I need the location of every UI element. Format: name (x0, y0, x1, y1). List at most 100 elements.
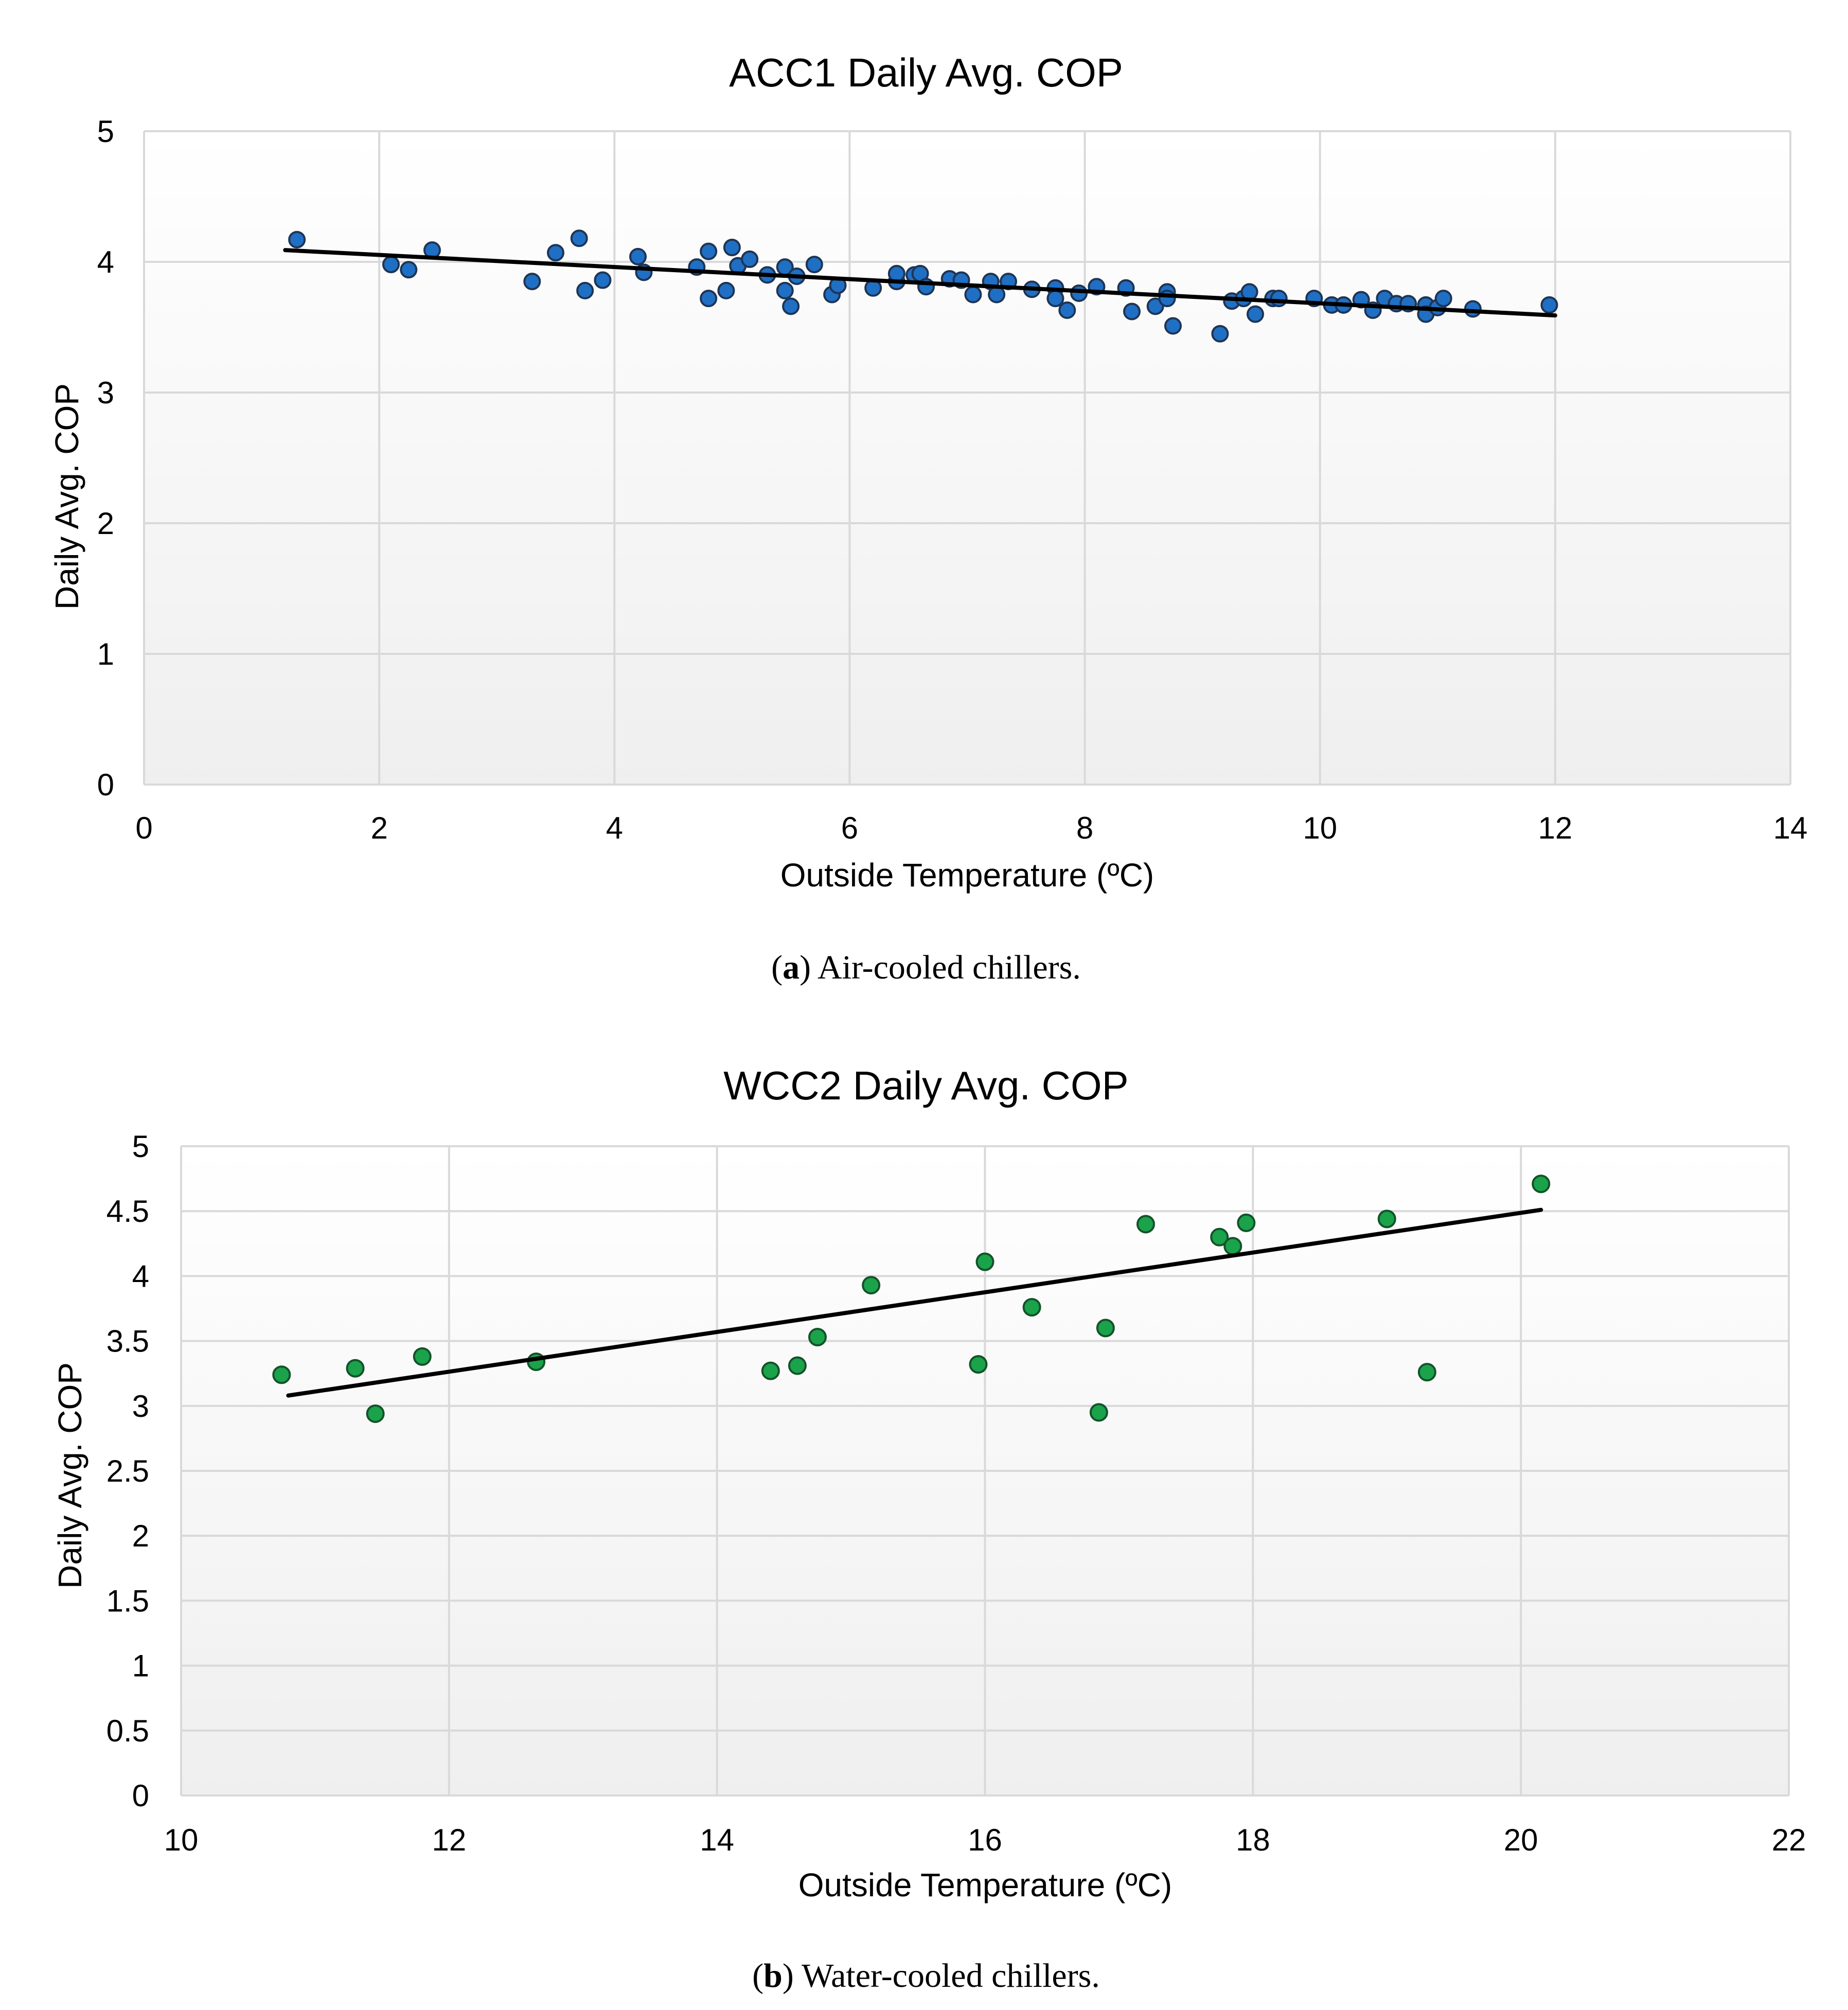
data-point (700, 242, 718, 260)
data-point (1146, 297, 1164, 315)
data-point (862, 1276, 881, 1295)
data-point (776, 281, 794, 299)
data-point (1164, 317, 1182, 335)
x-axis-label: Outside Temperature (ºC) (798, 1866, 1172, 1904)
data-point (547, 244, 564, 262)
x-tick-label: 12 (1538, 811, 1572, 845)
x-tick-labels: 10 12 14 16 18 20 22 (164, 1823, 1806, 1857)
data-point (1096, 1319, 1115, 1338)
y-axis-label: Daily Avg. COP (51, 1362, 88, 1589)
x-tick-label: 4 (606, 811, 623, 845)
data-point (288, 230, 306, 248)
data-point (975, 1252, 994, 1271)
y-tick-label: 2 (132, 1519, 149, 1553)
y-tick-labels: 0 1 2 3 4 5 (97, 114, 114, 802)
y-tick-label: 3 (97, 376, 114, 410)
data-point (1158, 290, 1176, 308)
caption-b: (b) Water-cooled chillers. (752, 1957, 1100, 1995)
plot-area (144, 131, 1790, 785)
data-point (761, 1361, 780, 1380)
caption-open: ( (752, 1957, 763, 1995)
y-tick-label: 5 (97, 114, 114, 149)
y-tick-label: 1.5 (106, 1584, 149, 1618)
data-point (1089, 1403, 1108, 1422)
y-tick-label: 4.5 (106, 1194, 149, 1229)
x-tick-label: 14 (700, 1823, 734, 1857)
x-tick-labels: 0 2 4 6 8 10 12 14 (135, 811, 1807, 845)
y-tick-label: 3 (132, 1389, 149, 1424)
data-point (700, 290, 718, 308)
data-point (346, 1359, 365, 1378)
chart-title: WCC2 Daily Avg. COP (723, 1063, 1128, 1108)
data-point (1210, 1228, 1229, 1247)
x-tick-label: 10 (164, 1823, 199, 1857)
caption-letter: a (783, 949, 799, 986)
y-tick-label: 0.5 (106, 1714, 149, 1748)
x-tick-label: 14 (1773, 811, 1808, 845)
x-tick-label: 8 (1076, 811, 1093, 845)
data-point (272, 1365, 291, 1384)
data-point (1417, 1363, 1436, 1382)
y-tick-label: 2 (97, 506, 114, 541)
x-tick-label: 2 (370, 811, 387, 845)
data-point (1247, 305, 1264, 323)
data-point (523, 273, 541, 291)
x-axis-label: Outside Temperature (ºC) (780, 857, 1154, 894)
y-axis-label: Daily Avg. COP (48, 383, 85, 610)
chart-wcc2: WCC2 Daily Avg. COP 0 0.5 1 1.5 2 2.5 3 3.5 4 4.5… (51, 1063, 1806, 1904)
data-point (366, 1404, 385, 1423)
y-tick-label: 0 (132, 1778, 149, 1813)
gridlines (143, 130, 1791, 786)
data-point (782, 297, 800, 315)
data-point (887, 264, 905, 282)
data-point (1123, 303, 1141, 321)
trendline-group (283, 248, 1557, 318)
caption-letter: b (763, 1957, 783, 1995)
data-point (805, 256, 823, 274)
x-tick-label: 22 (1772, 1823, 1806, 1857)
data-point (964, 286, 982, 304)
data-point (808, 1328, 827, 1347)
trendline-group (286, 1207, 1543, 1398)
caption-text: Air-cooled chillers. (811, 949, 1081, 986)
data-point (788, 1356, 807, 1375)
data-point (382, 256, 400, 274)
y-tick-label: 4 (132, 1259, 149, 1293)
caption-a: (a) Air-cooled chillers. (771, 949, 1081, 986)
data-point (1136, 1215, 1155, 1234)
data-point (1240, 283, 1258, 301)
data-point (400, 261, 418, 279)
caption-close: ) (783, 1957, 794, 1995)
data-point (629, 247, 647, 265)
trendline (286, 1207, 1543, 1398)
data-point (1237, 1213, 1256, 1232)
data-point (413, 1347, 432, 1366)
x-tick-label: 0 (135, 811, 152, 845)
y-tick-label: 4 (97, 245, 114, 279)
data-point (1058, 301, 1076, 319)
caption-text: Water-cooled chillers. (794, 1957, 1100, 1995)
y-tick-label: 1 (132, 1649, 149, 1683)
data-point (717, 281, 735, 299)
chart-title: ACC1 Daily Avg. COP (729, 50, 1123, 95)
y-tick-label: 3.5 (106, 1324, 149, 1359)
data-point (1022, 1297, 1041, 1317)
data-point (576, 281, 594, 299)
x-tick-label: 18 (1236, 1823, 1270, 1857)
caption-open: ( (771, 949, 783, 986)
data-point (1434, 290, 1452, 308)
x-tick-label: 16 (968, 1823, 1002, 1857)
data-point (741, 250, 759, 268)
caption-close: ) (799, 949, 811, 986)
data-point (723, 239, 741, 257)
data-point (1270, 290, 1288, 308)
data-point (594, 271, 612, 289)
data-point (1532, 1175, 1551, 1194)
y-tick-label: 5 (132, 1129, 149, 1164)
data-point (1540, 296, 1558, 314)
x-tick-label: 12 (432, 1823, 466, 1857)
y-tick-label: 1 (97, 637, 114, 671)
data-point (570, 229, 588, 247)
